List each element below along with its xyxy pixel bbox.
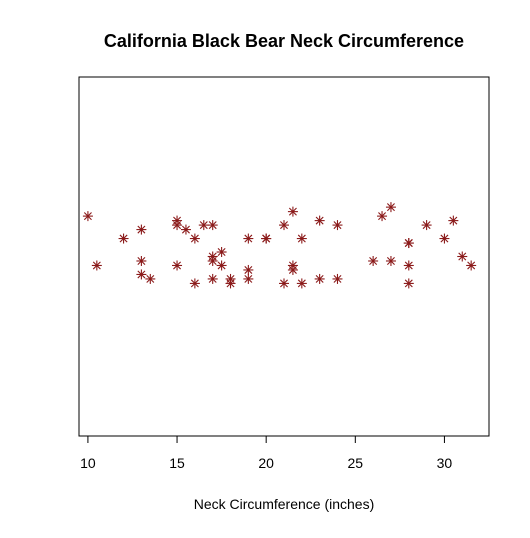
data-point (448, 215, 459, 226)
data-point (207, 255, 218, 266)
data-point (189, 233, 200, 244)
data-point (243, 233, 254, 244)
data-point (314, 215, 325, 226)
x-tick-label: 25 (348, 455, 364, 471)
data-point (296, 233, 307, 244)
x-axis-label: Neck Circumference (inches) (194, 496, 375, 512)
data-point (421, 220, 432, 231)
data-point (118, 233, 129, 244)
data-point (332, 273, 343, 284)
data-point (385, 255, 396, 266)
data-point (198, 220, 209, 231)
data-point (279, 220, 289, 231)
x-tick-label: 30 (437, 455, 453, 471)
data-point (296, 278, 307, 289)
data-point (216, 247, 227, 258)
data-point (180, 224, 191, 235)
data-point (216, 260, 227, 271)
data-point (172, 260, 183, 271)
data-point (368, 255, 379, 266)
data-point (287, 206, 298, 217)
x-tick-label: 15 (169, 455, 185, 471)
data-point (457, 251, 468, 262)
data-point (332, 220, 343, 231)
data-point (189, 278, 200, 289)
plot-frame (78, 76, 490, 437)
data-point (314, 273, 325, 284)
x-axis: 10 15 20 25 30 (80, 436, 452, 471)
data-point (403, 260, 414, 271)
data-point (136, 224, 147, 235)
x-tick-label: 20 (258, 455, 274, 471)
chart-title: California Black Bear Neck Circumference (104, 31, 464, 51)
data-point (225, 278, 236, 289)
data-point (145, 273, 156, 284)
data-point (287, 264, 298, 275)
data-point (403, 278, 414, 289)
data-point (82, 211, 93, 222)
data-point (377, 211, 388, 222)
data-point (243, 264, 254, 275)
data-points (82, 202, 477, 289)
data-point (207, 220, 218, 231)
data-point (207, 273, 218, 284)
data-point (136, 255, 147, 266)
data-point (279, 278, 289, 289)
data-point (466, 260, 477, 271)
data-point (261, 233, 272, 244)
data-point (385, 202, 396, 213)
x-tick-label: 10 (80, 455, 96, 471)
data-point (91, 260, 102, 271)
data-point (136, 269, 147, 280)
data-point (403, 238, 414, 249)
data-point (172, 220, 183, 231)
data-point (243, 273, 254, 284)
data-point (439, 233, 450, 244)
